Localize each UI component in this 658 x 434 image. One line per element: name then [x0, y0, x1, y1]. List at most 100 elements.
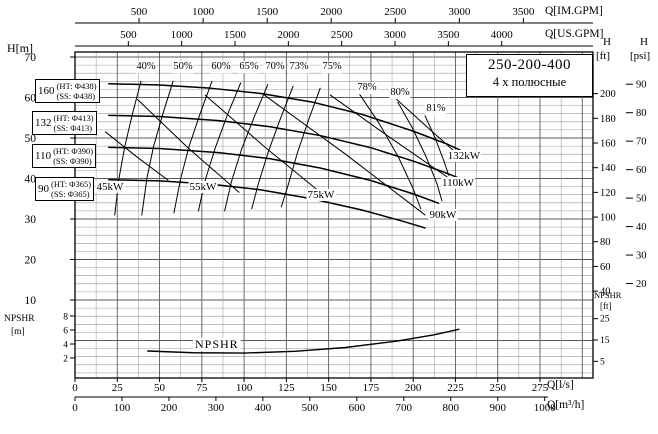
- tick-label-q-m3h: 200: [161, 402, 178, 414]
- efficiency-curve-81%: [424, 115, 450, 176]
- tick-label-im-gpm: 500: [131, 6, 148, 18]
- tick-label-h-ft: 100: [600, 213, 616, 224]
- power-line-110kW: [329, 94, 448, 178]
- axis-label-q-usgpm: Q[US.GPM]: [545, 28, 604, 40]
- tick-label-us-gpm: 2000: [277, 29, 300, 41]
- tick-label-us-gpm: 1000: [171, 29, 194, 41]
- impeller-trim-ht: (HT: Φ365): [51, 179, 92, 189]
- tick-label-h-psi: 90: [636, 80, 647, 91]
- efficiency-label: 75%: [321, 61, 343, 73]
- power-label: 110kW: [441, 176, 475, 190]
- impeller-size: 90: [38, 183, 49, 196]
- impeller-label-160: 160 (HT: Φ438) (SS: Φ438): [35, 79, 100, 104]
- tick-label-q-ls: 225: [447, 382, 464, 394]
- impeller-label-110: 110 (HT: Φ390) (SS: Φ390): [32, 144, 97, 169]
- tick-label-q-ls: 125: [278, 382, 295, 394]
- axis-label-head-psi-h: H: [640, 36, 648, 48]
- tick-label-q-ls: 200: [405, 382, 422, 394]
- tick-label-us-gpm: 3000: [384, 29, 407, 41]
- tick-label-q-m3h: 100: [114, 402, 131, 414]
- impeller-trim-ss: (SS: Φ390): [53, 156, 92, 167]
- power-line-75kW: [204, 94, 330, 200]
- axis-label-npshr-ft-title: NPSHR: [594, 290, 622, 300]
- tick-label-npshr-ft: 5: [600, 357, 605, 367]
- tick-label-h-psi: 80: [636, 108, 647, 119]
- power-label: 55kW: [188, 180, 218, 194]
- tick-label-im-gpm: 1000: [192, 6, 215, 18]
- tick-label-us-gpm: 3500: [437, 29, 460, 41]
- tick-label-h-m: 70: [25, 52, 37, 64]
- tick-label-q-m3h: 900: [489, 402, 506, 414]
- impeller-trim-ss: (SS: Φ365): [51, 189, 90, 200]
- tick-label-q-m3h: 800: [443, 402, 460, 414]
- impeller-trim-ht: (HT: Φ390): [53, 146, 94, 156]
- impeller-trims: (HT: Φ365) (SS: Φ365): [51, 179, 91, 199]
- tick-label-h-ft: 160: [600, 138, 616, 149]
- tick-label-npshr-m: 8: [63, 313, 68, 323]
- axis-label-q-ls: Q[l/s]: [547, 379, 574, 391]
- tick-label-h-ft: 200: [600, 89, 616, 100]
- tick-label-h-m: 40: [25, 174, 37, 186]
- efficiency-label: 70%: [264, 61, 286, 73]
- efficiency-curve-70%: [224, 84, 269, 212]
- tick-label-q-ls: 25: [112, 382, 124, 394]
- efficiency-label: 73%: [288, 61, 310, 73]
- efficiency-label: 65%: [238, 61, 260, 73]
- impeller-trims: (HT: Φ390) (SS: Φ390): [53, 146, 93, 166]
- power-label: 45kW: [95, 180, 125, 194]
- efficiency-curve-75%: [280, 87, 321, 208]
- impeller-trims: (HT: Φ438) (SS: Φ438): [57, 81, 97, 101]
- tick-label-q-ls: 250: [489, 382, 506, 394]
- npshr-curve-label: NPSHR: [193, 337, 241, 352]
- tick-label-h-psi: 50: [636, 194, 647, 205]
- tick-label-q-ls: 275: [532, 382, 549, 394]
- power-line-55kW: [137, 99, 240, 193]
- impeller-trim-ss: (SS: Φ413): [53, 123, 93, 134]
- tick-label-q-ls: 100: [236, 382, 253, 394]
- efficiency-label: 78%: [356, 82, 378, 94]
- tick-label-us-gpm: 500: [120, 29, 137, 41]
- tick-label-h-ft: 140: [600, 163, 616, 174]
- tick-label-q-m3h: 400: [255, 402, 272, 414]
- pump-poles-label: 4 х полюсные: [492, 75, 567, 89]
- tick-label-h-m: 20: [25, 255, 37, 267]
- tick-label-q-ls: 0: [72, 382, 78, 394]
- tick-label-us-gpm: 1500: [224, 29, 247, 41]
- axis-label-q-m3h: Q[m³/h]: [547, 399, 585, 411]
- impeller-size: 110: [35, 150, 52, 163]
- axis-label-head-m: H[m]: [7, 41, 33, 55]
- impeller-label-132: 132 (HT: Φ413) (SS: Φ413): [32, 111, 97, 136]
- tick-label-q-ls: 175: [363, 382, 380, 394]
- tick-label-im-gpm: 2000: [320, 6, 343, 18]
- axis-label-head-psi-unit: [psi]: [630, 50, 651, 62]
- tick-label-h-ft: 80: [600, 237, 611, 248]
- axis-label-npshr-m-title: NPSHR: [4, 314, 35, 324]
- efficiency-label: 60%: [210, 61, 232, 73]
- impeller-size: 160: [38, 85, 55, 98]
- efficiency-label: 81%: [425, 103, 447, 115]
- tick-label-h-m: 60: [25, 93, 37, 105]
- efficiency-curve-78%: [358, 92, 422, 210]
- tick-label-us-gpm: 4000: [491, 29, 514, 41]
- efficiency-label: 50%: [172, 61, 194, 73]
- tick-label-h-psi: 30: [636, 251, 647, 262]
- tick-label-h-m: 50: [25, 133, 37, 145]
- impeller-size: 132: [35, 117, 52, 130]
- tick-label-q-m3h: 1000: [534, 402, 557, 414]
- tick-label-q-ls: 75: [196, 382, 208, 394]
- tick-label-npshr-m: 4: [63, 341, 68, 351]
- tick-label-npshr-m: 2: [63, 355, 68, 365]
- tick-label-q-m3h: 600: [349, 402, 366, 414]
- tick-label-im-gpm: 1500: [256, 6, 279, 18]
- tick-label-us-gpm: 2500: [331, 29, 354, 41]
- impeller-trim-ht: (HT: Φ413): [53, 113, 94, 123]
- tick-label-npshr-ft: 25: [600, 315, 610, 325]
- efficiency-curve-60%: [173, 80, 213, 214]
- impeller-trim-ht: (HT: Φ438): [56, 81, 97, 91]
- tick-label-h-ft: 180: [600, 114, 616, 125]
- tick-label-npshr-m: 6: [63, 327, 68, 337]
- power-label: 132kW: [446, 149, 482, 163]
- tick-label-npshr-ft: 15: [600, 336, 610, 346]
